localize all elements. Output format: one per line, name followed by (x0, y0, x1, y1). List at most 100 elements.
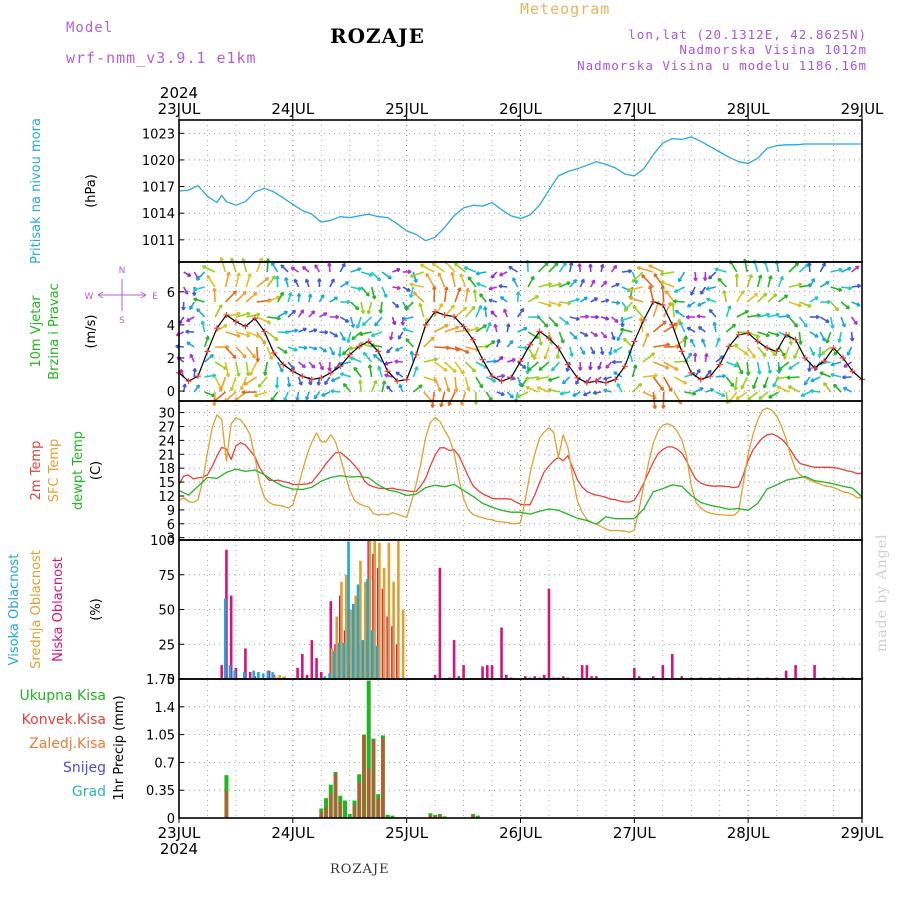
wind-arrow (569, 331, 578, 340)
cloud-tick-label: 75 (158, 569, 175, 584)
cloud-tick-label: 0 (167, 673, 175, 688)
wind-arrow-head (431, 262, 435, 267)
wind-arrow (819, 281, 830, 288)
model-label: Model (66, 20, 114, 36)
wind-tick-label: 4 (167, 319, 175, 334)
tick-labels: 1011101410171020102302463691215182124273… (142, 84, 884, 858)
wind-arrow (283, 391, 289, 402)
product-title: Meteogram (520, 0, 611, 18)
wind-arrow-head (700, 291, 705, 295)
wind-arrow-head (501, 373, 505, 377)
wind-arrow-head (621, 323, 625, 327)
wind-arrow-head (357, 267, 362, 270)
wind-arrow (551, 361, 560, 372)
wind-arrow-head (303, 345, 308, 349)
wind-arrow (623, 301, 634, 312)
wind-arrow-head (609, 351, 613, 356)
wind-arrow (840, 267, 852, 273)
wind-arrow (475, 376, 484, 389)
wind-speed-marker (479, 356, 486, 363)
wind-arrow-head (236, 311, 241, 314)
wind-arrow (788, 262, 799, 273)
wind-arrow-head (585, 332, 589, 337)
cloud-bar (580, 665, 584, 679)
precip-legend-item: Ukupna Kisa (19, 688, 106, 704)
pressure-tick-label: 1020 (142, 154, 175, 169)
wind-arrow-head (241, 391, 246, 395)
wind-arrow-head (349, 356, 353, 361)
wind-arrow (484, 306, 488, 318)
cloud-bar (242, 672, 246, 679)
wind-arrow (235, 272, 240, 288)
wind-arrow-head (556, 355, 561, 359)
wind-arrow-head (807, 262, 810, 266)
wind-arrow-head (288, 383, 292, 388)
wind-axis-label: 10m Vjetar (29, 295, 44, 368)
time-label-top: 23JUL (158, 100, 201, 118)
wind-arrow-head (774, 352, 777, 356)
wind-speed-marker (602, 379, 609, 386)
wind-arrow-head (339, 353, 343, 358)
wind-arrow-head (745, 350, 749, 355)
wind-arrow-head (287, 292, 292, 296)
wind-arrow-head (381, 380, 386, 385)
time-label-bottom: 23JUL (158, 824, 201, 842)
precip-bar (372, 740, 375, 818)
wind-arrow-head (651, 352, 655, 355)
wind-arrow-head (192, 368, 196, 372)
wind-arrow-head (196, 278, 201, 281)
wind-arrow-head (772, 293, 777, 296)
wind-arrow-head (758, 397, 763, 400)
wind-arrow (558, 331, 565, 344)
wind-arrow-head (438, 303, 443, 307)
wind-arrow-head (525, 386, 529, 390)
wind-arrow-head (367, 364, 371, 369)
wind-arrow-head (685, 316, 690, 320)
time-label-bottom: 24JUL (271, 824, 314, 842)
wind-speed-marker (802, 354, 809, 361)
wind-speed-marker (735, 331, 742, 338)
wind-arrow-head (763, 292, 767, 295)
year-label-top: 2024 (160, 84, 198, 102)
cloud-bar (382, 567, 386, 679)
wind-arrow-head (294, 347, 298, 351)
wind-speed-marker (403, 376, 410, 383)
wind-speed-marker (526, 341, 533, 348)
compass-east: E (152, 292, 158, 302)
wind-arrow (425, 273, 435, 288)
wind-arrow (225, 331, 241, 338)
wind-arrow-head (798, 303, 802, 307)
wind-arrow (508, 265, 519, 273)
wind-speed-marker (270, 350, 277, 357)
wind-arrow (264, 361, 269, 376)
wind-arrow (224, 290, 237, 303)
wind-arrow (788, 301, 802, 307)
wind-arrow-head (182, 383, 186, 388)
wind-arrow-head (524, 378, 529, 381)
precip-bar (381, 738, 385, 818)
precip-bar (471, 815, 475, 818)
wind-arrow-head (605, 366, 610, 369)
wind-speed-marker (650, 298, 657, 305)
panel-frames (178, 115, 863, 823)
wind-axis-label: Brzina i Pravac (47, 283, 62, 380)
wind-arrow (412, 291, 425, 303)
precip-tick-label: 1.05 (146, 729, 175, 744)
wind-arrow (843, 386, 852, 393)
wind-arrow (840, 301, 850, 310)
wind-arrow (674, 309, 686, 318)
wind-arrow-head (508, 266, 512, 270)
wind-arrow (339, 331, 346, 341)
wind-arrow (517, 327, 528, 333)
wind-speed-marker (242, 323, 249, 330)
wind-arrow-head (193, 292, 197, 296)
wind-arrow-head (585, 314, 589, 318)
cloud-axis-label: Visoka Oblacnost (7, 554, 22, 666)
wind-arrow-head (253, 354, 256, 358)
wind-arrow (402, 327, 414, 333)
chart-marks (176, 136, 865, 819)
wind-arrow-head (786, 377, 791, 380)
wind-arrow (799, 284, 812, 288)
wind-arrow (245, 291, 258, 303)
wind-arrow (723, 290, 728, 303)
